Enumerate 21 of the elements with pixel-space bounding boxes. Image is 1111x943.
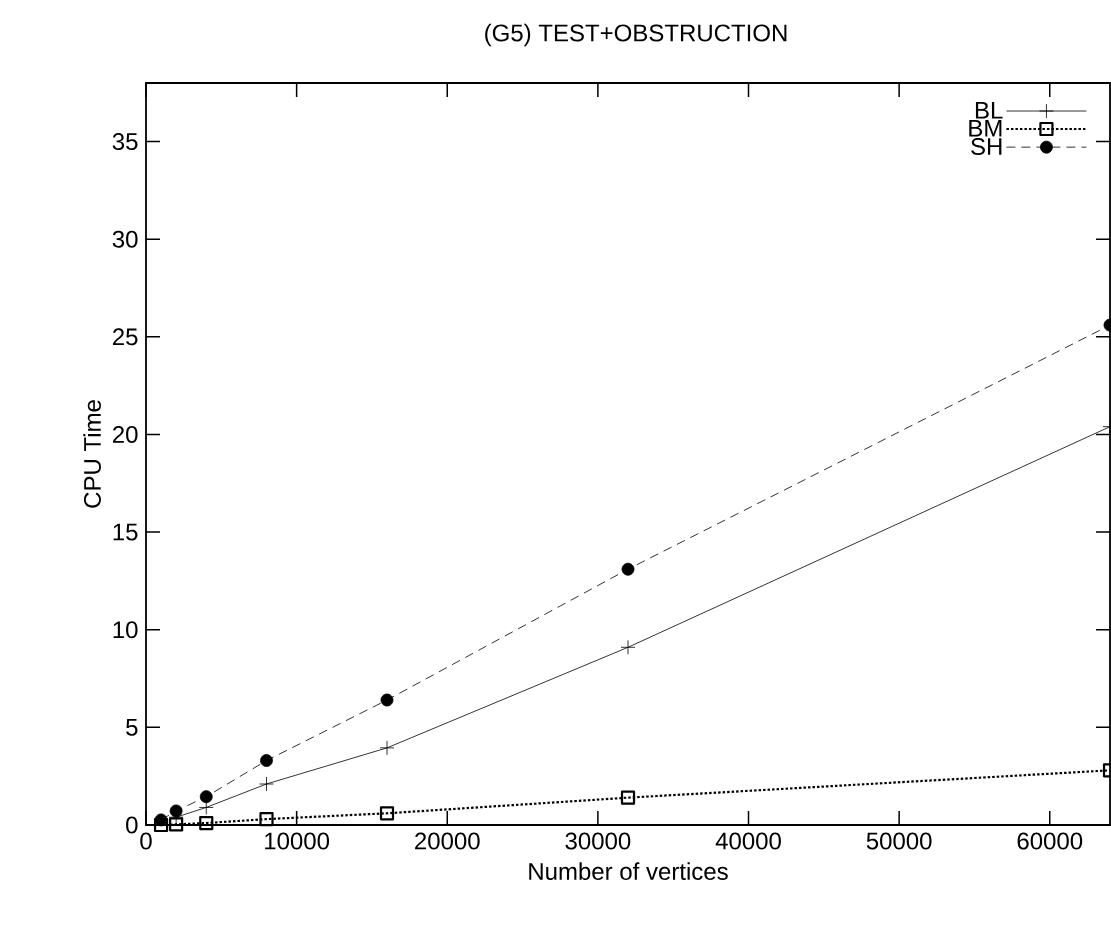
x-tick-label: 50000 [866, 832, 932, 850]
y-axis-title: CPU Time [83, 400, 101, 508]
legend-label: SH [971, 138, 1002, 155]
x-tick-label: 20000 [415, 832, 480, 850]
legend-label: BM [969, 120, 1002, 137]
x-axis-title: Number of vertices [529, 862, 728, 880]
y-tick-label: 35 [112, 133, 138, 151]
x-tick-label: 60000 [1017, 832, 1083, 850]
x-tick-label: 0 [140, 832, 152, 850]
x-tick-label: 10000 [265, 832, 330, 850]
legend-label: BL [975, 102, 1003, 119]
y-tick-label: 20 [112, 425, 138, 443]
x-tick-label: 30000 [565, 832, 631, 850]
y-tick-label: 0 [126, 816, 138, 834]
y-tick-label: 30 [112, 230, 138, 248]
y-tick-label: 5 [126, 718, 138, 736]
y-tick-label: 10 [113, 621, 138, 639]
x-tick-label: 40000 [715, 832, 781, 850]
y-tick-label: 15 [113, 523, 138, 541]
chart-title: (G5) TEST+OBSTRUCTION [485, 23, 787, 47]
y-tick-label: 25 [112, 328, 138, 346]
